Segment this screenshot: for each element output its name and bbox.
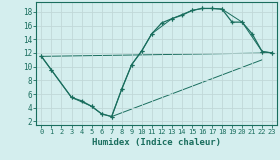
X-axis label: Humidex (Indice chaleur): Humidex (Indice chaleur) bbox=[92, 138, 221, 147]
